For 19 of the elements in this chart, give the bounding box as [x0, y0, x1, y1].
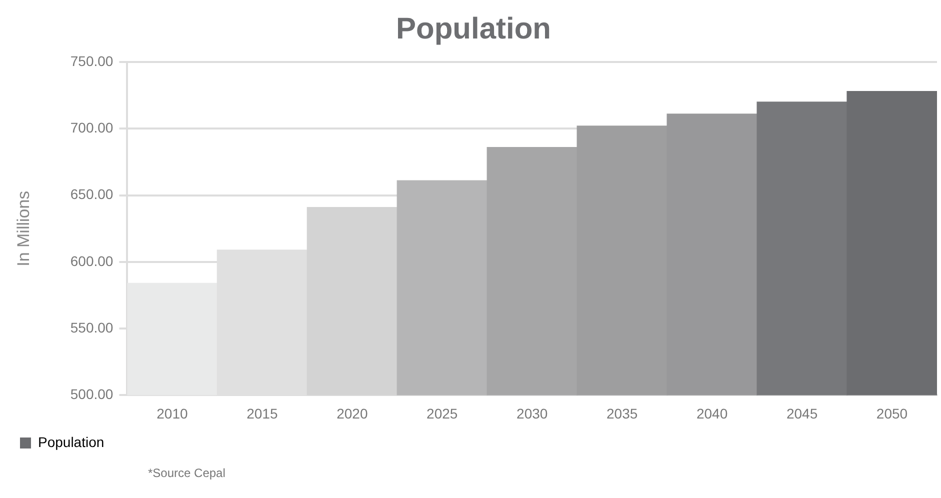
x-tick-label: 2050 — [876, 405, 908, 422]
y-tick-label: 650.00 — [70, 186, 114, 202]
y-tick-label: 700.00 — [70, 120, 114, 136]
x-tick-label: 2010 — [156, 405, 188, 422]
chart-title: Population — [396, 12, 551, 46]
y-axis-title: In Millions — [14, 190, 33, 266]
x-tick-label: 2035 — [606, 405, 638, 422]
x-tick-label: 2045 — [786, 405, 818, 422]
text: *Source Cepal — [148, 466, 226, 480]
x-tick-label: 2020 — [336, 405, 368, 422]
x-tick-label: 2030 — [516, 405, 548, 422]
y-tick-label: 600.00 — [70, 252, 114, 269]
y-tick-label: 750.00 — [70, 52, 114, 69]
y-tick-label: 550.00 — [70, 319, 114, 336]
legend-label: Population — [38, 434, 104, 450]
y-tick-label: 500.00 — [70, 386, 114, 402]
x-tick-label: 2040 — [696, 405, 728, 422]
x-tick-label: 2015 — [246, 405, 278, 422]
x-tick-label: 2025 — [426, 405, 458, 422]
